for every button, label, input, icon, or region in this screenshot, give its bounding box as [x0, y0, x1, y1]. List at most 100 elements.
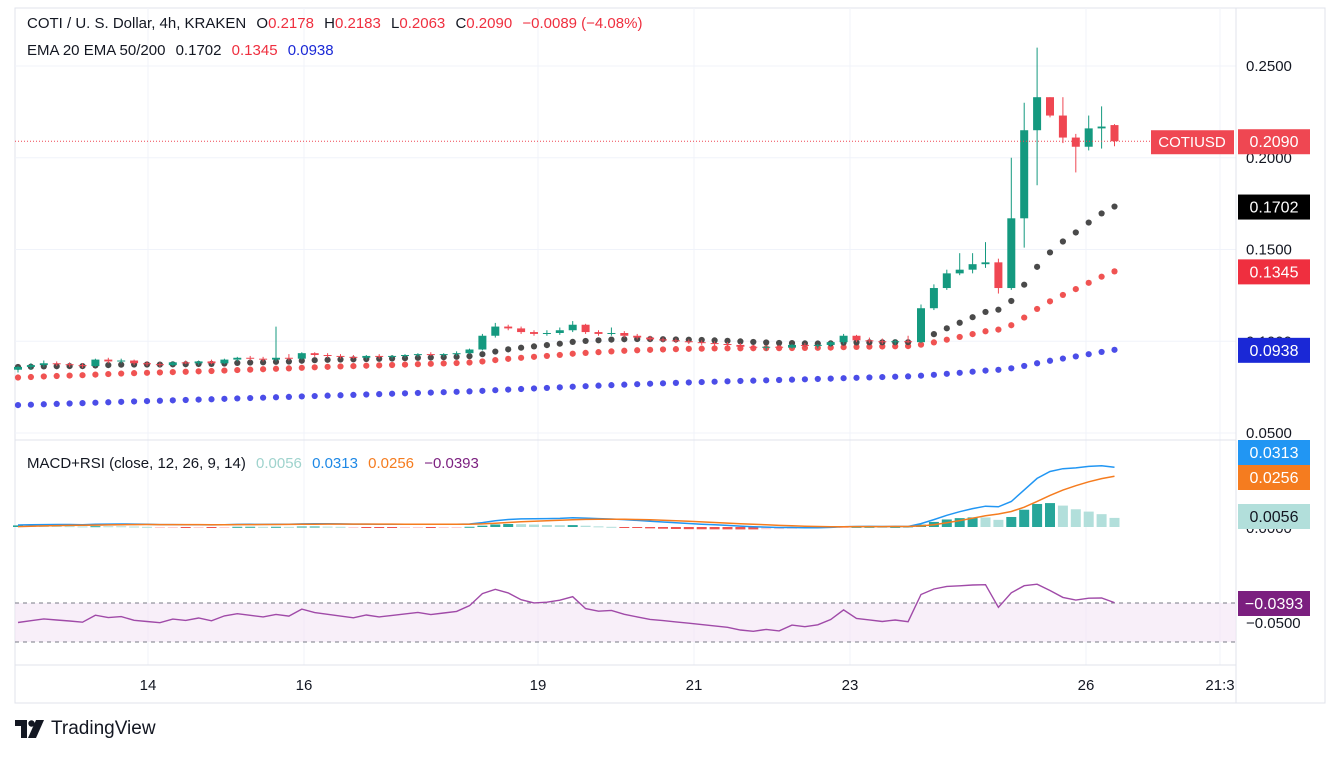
- indicator-label-text: 0.0256: [1250, 470, 1299, 487]
- ema200-dot: [92, 399, 99, 406]
- macd-histogram-bar: [490, 524, 501, 527]
- price-label-box: [1238, 337, 1310, 363]
- rsi-value: −0.0393: [424, 455, 479, 472]
- ema200-dot: [247, 394, 254, 402]
- ema20-dot: [260, 359, 267, 366]
- candle-body: [439, 354, 448, 356]
- ema20-dot: [492, 348, 499, 355]
- macd-histogram-bar: [890, 526, 901, 528]
- ema20-dot: [969, 314, 976, 321]
- ema20-dot: [401, 355, 409, 362]
- ema50-dot: [608, 348, 615, 355]
- macd-histogram-bar: [967, 517, 978, 527]
- ema200-dot: [453, 388, 460, 395]
- candle-body: [839, 335, 848, 343]
- macd-histogram-bar: [51, 525, 62, 527]
- indicator-label-box: [1238, 591, 1310, 616]
- ema20-dot: [556, 340, 563, 347]
- ema50-dot: [982, 328, 989, 335]
- symbol-tag: [1151, 130, 1234, 155]
- macd-histogram-bar: [580, 525, 591, 527]
- ema200-dot: [337, 392, 344, 399]
- candle-body: [646, 337, 655, 340]
- candle-body: [671, 340, 680, 342]
- candle-body: [375, 355, 384, 357]
- macd-histogram-bar: [90, 526, 101, 528]
- macd-histogram-bar: [129, 526, 140, 528]
- ema50-dot: [659, 346, 667, 353]
- ema20-dot: [943, 325, 950, 332]
- ema50-dot: [40, 373, 47, 380]
- macd-histogram-bar: [877, 526, 888, 528]
- macd-histogram-bar: [348, 527, 359, 528]
- ema50-dot: [143, 369, 151, 376]
- ema50-dot: [995, 326, 1002, 333]
- ema50-dot: [285, 365, 292, 372]
- ema200-dot: [750, 377, 757, 384]
- indicator-label-box: [1238, 440, 1310, 465]
- ema200-dot: [930, 371, 938, 378]
- time-tick-label: 21: [686, 677, 703, 694]
- ema200-dot: [763, 377, 770, 384]
- signal-value: 0.0256: [368, 455, 415, 472]
- ema200-dot: [917, 372, 925, 379]
- ema50-dot: [866, 343, 873, 350]
- ema50-dot: [569, 350, 576, 357]
- ema200-dot: [285, 393, 292, 400]
- price-label-text: 0.0938: [1250, 343, 1299, 360]
- ema50-dot: [801, 344, 809, 352]
- time-tick-label: 21:3: [1205, 677, 1234, 694]
- ema50-dot: [840, 344, 847, 351]
- ema50-dot: [518, 354, 525, 361]
- candle-body: [736, 344, 745, 347]
- ema50-dot: [943, 336, 950, 343]
- candles: [14, 47, 1236, 373]
- high-label: H: [324, 15, 335, 32]
- macd-histogram-bar: [1045, 503, 1055, 527]
- macd-histogram-bar: [1096, 514, 1107, 527]
- ema50-dot: [492, 356, 499, 364]
- ema50-dot: [543, 352, 551, 360]
- time-tick-label: 19: [530, 677, 547, 694]
- candle-body: [491, 326, 500, 336]
- candle-body: [775, 346, 784, 348]
- ema200-dot: [208, 396, 215, 403]
- ema200-dot: [1085, 351, 1092, 358]
- ema50-dot: [1008, 322, 1015, 329]
- candle-body: [581, 324, 590, 333]
- ema50-dot: [930, 339, 938, 346]
- ema200-dot: [169, 397, 176, 404]
- ema200-dot: [672, 379, 680, 386]
- ema50-dot: [14, 374, 22, 381]
- ema200-dot: [1021, 362, 1028, 370]
- ema50-dot: [79, 372, 86, 379]
- candle-body: [323, 355, 332, 357]
- macd-histogram-bar: [1109, 517, 1120, 527]
- ema200-dot: [182, 396, 189, 404]
- ema20-dot: [427, 354, 434, 361]
- ema50-dot: [1085, 279, 1092, 286]
- macd-histogram-bar: [1083, 511, 1094, 527]
- ema200-dot: [801, 376, 809, 383]
- ema200-dot: [582, 383, 589, 390]
- ema50-dot: [711, 345, 718, 352]
- ema50-dot: [156, 369, 163, 376]
- ema50-dot: [389, 361, 396, 369]
- tradingview-logo[interactable]: TradingView: [15, 718, 156, 740]
- candle-body: [336, 355, 345, 357]
- candle-body: [994, 262, 1003, 289]
- candle-body: [607, 332, 616, 334]
- indicator-label-box: [1238, 465, 1310, 490]
- ema-lines: [14, 203, 1118, 409]
- macd-histogram-bar: [1057, 505, 1068, 527]
- ema200-dot: [685, 379, 692, 386]
- ema200-dot: [427, 389, 434, 396]
- ema200-dot: [647, 380, 654, 387]
- macd-histogram-bar: [142, 526, 152, 528]
- ema200-dot: [492, 387, 499, 394]
- candle-body: [465, 349, 474, 354]
- ema20-dot: [518, 344, 525, 351]
